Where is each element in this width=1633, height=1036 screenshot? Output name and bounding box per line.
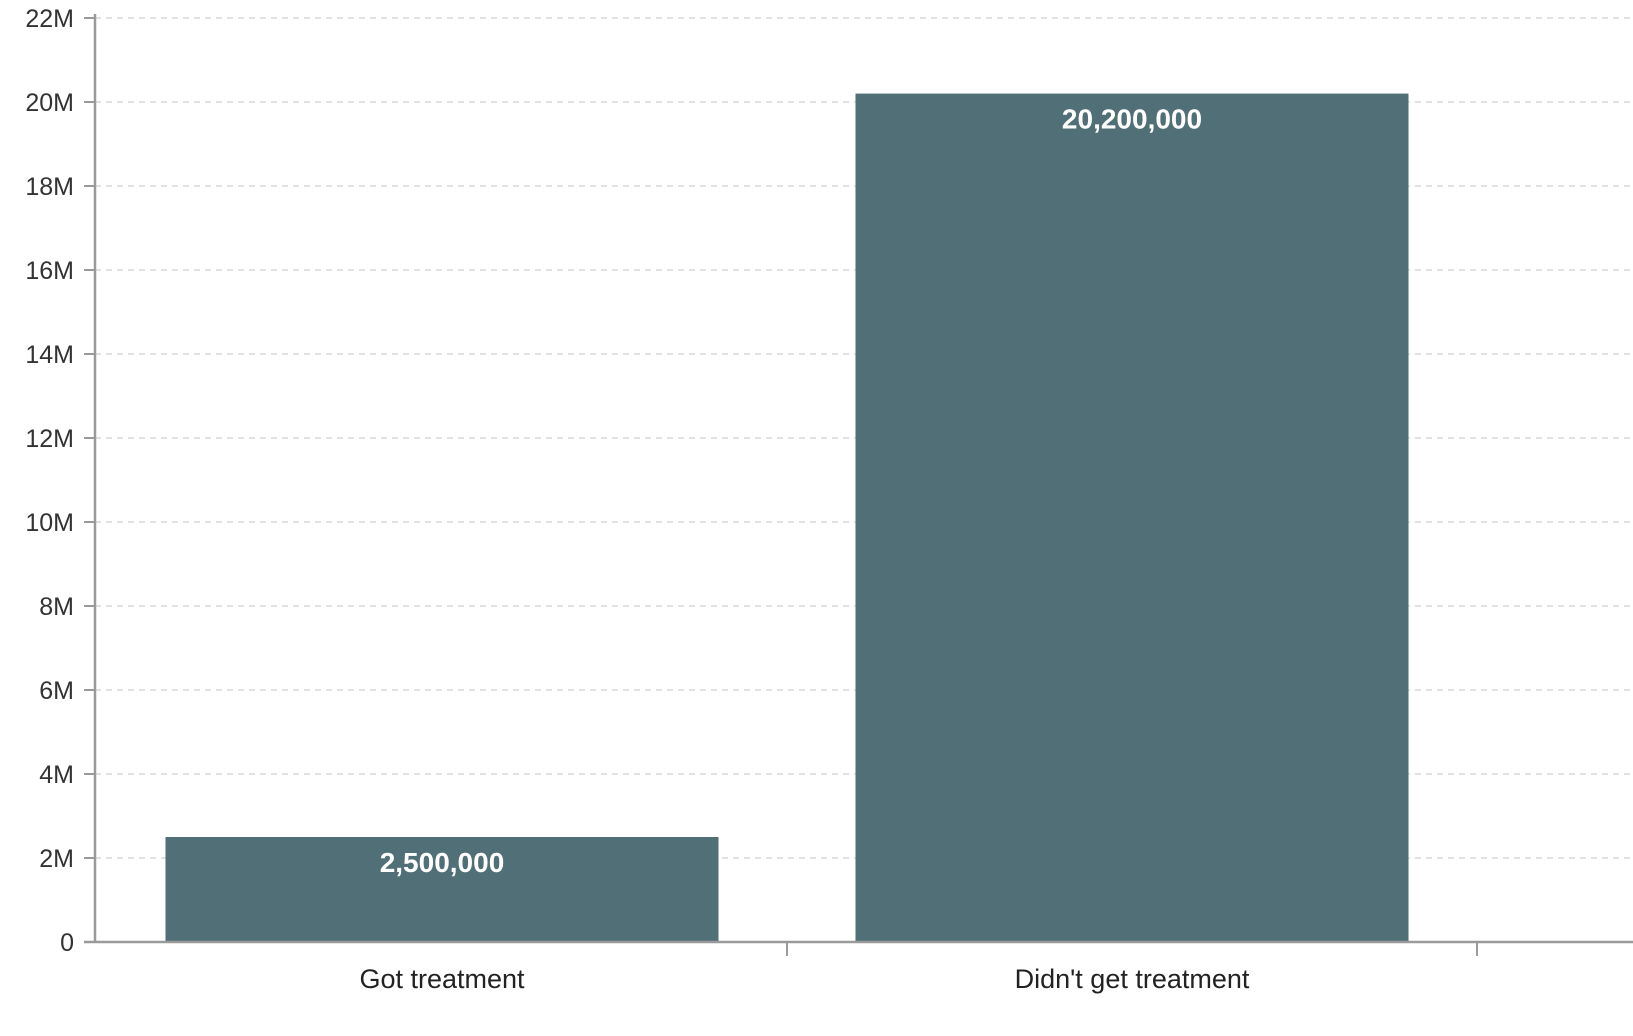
- y-tick-label-0: 0: [60, 929, 74, 957]
- y-tick-label-8: 16M: [25, 257, 74, 285]
- x-tick-label-1: Didn't get treatment: [1015, 964, 1250, 994]
- y-tick-label-7: 14M: [25, 341, 74, 369]
- x-tick-label-0: Got treatment: [359, 964, 525, 994]
- bar-0: [165, 837, 719, 942]
- data-label-1: 20,200,000: [1062, 104, 1202, 135]
- y-tick-label-10: 20M: [25, 89, 74, 117]
- y-tick-label-3: 6M: [39, 677, 74, 705]
- data-label-0: 2,500,000: [380, 847, 505, 878]
- bars: [165, 93, 1409, 943]
- y-tick-label-2: 4M: [39, 761, 74, 789]
- y-tick-label-4: 8M: [39, 593, 74, 621]
- y-tick-label-1: 2M: [39, 845, 74, 873]
- bar-1: [855, 93, 1409, 943]
- labels: 0 2M 4M 6M 8M 10M 12M 14M 16M 18M 20M 22M 2,500,000 G…: [25, 5, 1250, 994]
- y-tick-label-5: 10M: [25, 509, 74, 537]
- y-tick-label-9: 18M: [25, 173, 74, 201]
- y-tick-label-11: 22M: [25, 5, 74, 33]
- y-tick-label-6: 12M: [25, 425, 74, 453]
- axes: [84, 14, 1633, 956]
